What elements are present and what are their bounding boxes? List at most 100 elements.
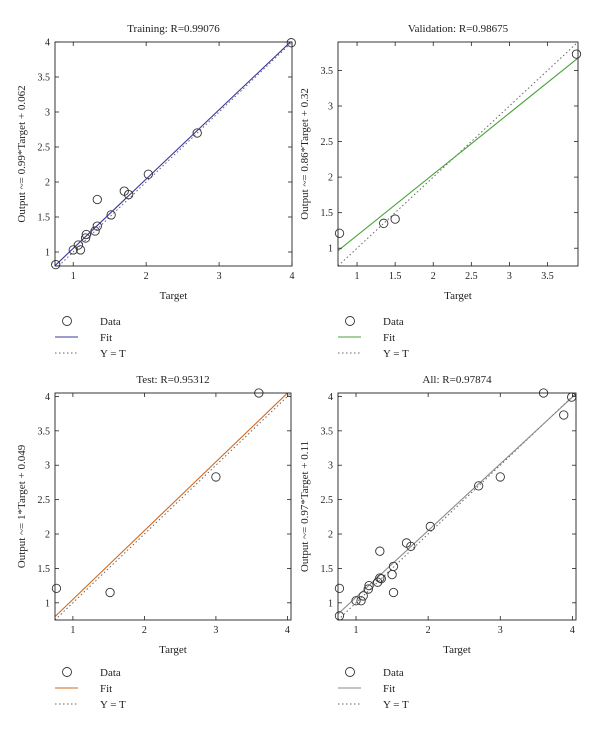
legend: Data Fit Y = T <box>338 316 409 360</box>
identity-line <box>58 42 292 266</box>
legend-entry-identity: Y = T <box>383 348 409 360</box>
data-point <box>379 218 389 228</box>
data-point <box>81 229 92 240</box>
y-tick-label: 1 <box>45 598 50 609</box>
identity-line <box>338 393 576 620</box>
data-point <box>73 240 83 250</box>
legend-entry-identity: Y = T <box>100 348 126 360</box>
y-axis-label: Output ~= 0.86*Target + 0.32 <box>299 88 311 220</box>
y-tick-label: 1.5 <box>38 213 51 224</box>
y-tick-label: 1 <box>45 248 50 259</box>
x-axis-label: Target <box>160 290 188 302</box>
y-tick-label: 2 <box>328 173 333 184</box>
data-point <box>388 587 399 598</box>
data-point <box>211 472 221 482</box>
panel-1: Training: R=0.99076 1 2 3 4 1 1.5 2 2.5 3 3.5 4 Targ… <box>16 23 296 360</box>
y-axis-label: Output ~= 0.97*Target + 0.11 <box>299 441 311 572</box>
legend-data-marker <box>62 667 72 677</box>
y-tick-label: 3.5 <box>38 73 51 84</box>
data-point <box>571 49 582 59</box>
x-tick-label: 2 <box>144 271 149 282</box>
y-tick-label: 3 <box>45 108 50 119</box>
x-tick-label: 1 <box>70 625 75 636</box>
fit-line <box>55 393 289 618</box>
y-tick-label: 2 <box>328 530 333 541</box>
x-tick-label: 4 <box>290 271 295 282</box>
y-tick-label: 1.5 <box>321 564 334 575</box>
data-point <box>375 573 385 583</box>
fit-line <box>55 42 292 266</box>
y-tick-label: 2.5 <box>38 143 51 154</box>
data-point <box>425 521 435 532</box>
chart-title: Test: R=0.95312 <box>136 374 209 386</box>
y-tick-label: 1 <box>328 598 333 609</box>
y-tick-label: 2 <box>45 178 50 189</box>
data-point <box>80 233 91 243</box>
panel-3: Test: R=0.95312 1 2 3 4 1 1.5 2 2.5 3 3.5 4 Target Ou… <box>16 374 292 711</box>
y-tick-label: 3.5 <box>321 426 334 437</box>
x-tick-label: 3 <box>507 271 512 282</box>
data-point <box>495 472 505 482</box>
x-tick-label: 1 <box>71 271 76 282</box>
legend-entry-data: Data <box>383 667 404 679</box>
x-tick-label: 2 <box>431 271 436 282</box>
x-axis-label: Target <box>159 644 187 656</box>
x-tick-label: 2.5 <box>465 271 478 282</box>
legend-entry-identity: Y = T <box>100 699 126 711</box>
data-point <box>363 584 373 594</box>
data-point <box>92 221 102 231</box>
y-tick-label: 4 <box>45 392 50 403</box>
data-point <box>334 583 345 594</box>
plot-frame <box>54 392 292 621</box>
chart-title: Validation: R=0.98675 <box>408 23 509 35</box>
y-tick-label: 3 <box>328 102 333 113</box>
data-point <box>106 210 116 220</box>
plot-frame <box>337 41 579 267</box>
data-point <box>124 189 134 200</box>
x-axis-label: Target <box>443 644 471 656</box>
data-point <box>559 410 569 420</box>
y-tick-label: 4 <box>328 392 333 403</box>
y-tick-label: 1.5 <box>38 564 51 575</box>
plot-frame <box>337 392 577 621</box>
x-tick-label: 2 <box>142 625 147 636</box>
x-tick-label: 3 <box>498 625 503 636</box>
x-tick-label: 4 <box>570 625 575 636</box>
x-tick-label: 1 <box>355 271 360 282</box>
legend-data-marker <box>345 316 355 326</box>
legend-data-marker <box>345 667 355 677</box>
y-axis-label: Output ~= 0.99*Target + 0.062 <box>16 85 28 222</box>
fit-line <box>338 57 578 252</box>
y-tick-label: 4 <box>45 38 50 49</box>
x-tick-label: 3.5 <box>541 271 554 282</box>
data-point <box>51 583 62 594</box>
x-axis-label: Target <box>444 290 472 302</box>
data-point <box>192 128 202 138</box>
data-point <box>351 596 361 606</box>
legend-entry-fit: Fit <box>383 683 395 695</box>
x-tick-label: 4 <box>285 625 290 636</box>
data-point <box>390 214 400 224</box>
legend-entry-fit: Fit <box>100 683 112 695</box>
data-point <box>473 481 484 491</box>
data-point <box>51 259 61 270</box>
x-tick-label: 2 <box>426 625 431 636</box>
data-point <box>92 194 102 205</box>
data-point <box>68 245 78 255</box>
data-point <box>286 38 296 48</box>
legend-entry-identity: Y = T <box>383 699 409 711</box>
legend-entry-fit: Fit <box>383 332 395 344</box>
panel-4: All: R=0.97874 1 2 3 4 1 1.5 2 2.5 3 3.5 4 Target Out… <box>299 374 577 711</box>
y-tick-label: 2.5 <box>321 137 334 148</box>
data-point <box>364 580 374 591</box>
data-point <box>358 591 368 601</box>
legend: Data Fit Y = T <box>55 316 126 360</box>
y-tick-label: 3.5 <box>321 66 334 77</box>
legend-entry-data: Data <box>100 667 121 679</box>
x-tick-label: 3 <box>213 625 218 636</box>
legend-entry-data: Data <box>383 316 404 328</box>
data-point <box>90 226 100 236</box>
data-point <box>375 546 385 556</box>
legend-data-marker <box>62 316 72 326</box>
